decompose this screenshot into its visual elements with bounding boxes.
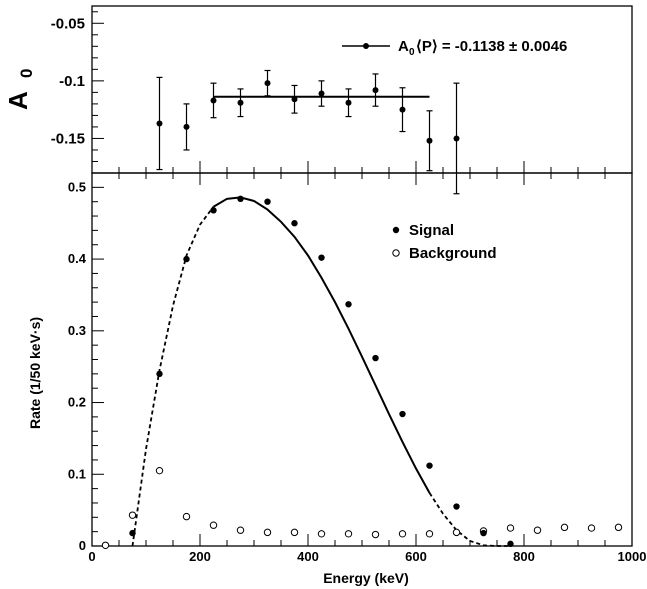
background-point	[128, 511, 137, 519]
top-legend-text: ⟨P⟩ = -0.1138 ± 0.0046	[416, 38, 567, 55]
bottom-y-tick-label: 0.5	[68, 179, 86, 194]
signal-point	[183, 255, 190, 263]
fit-curve-dashed-right	[428, 492, 511, 547]
x-tick-label: 400	[297, 549, 319, 564]
signal-point	[507, 540, 514, 548]
background-point	[587, 524, 596, 532]
asymmetry-point	[426, 137, 433, 144]
top-y-axis-label: A 0	[3, 69, 36, 110]
background-point	[155, 466, 164, 475]
signal-point	[291, 220, 298, 227]
signal-point	[264, 198, 271, 205]
asymmetry-point	[156, 120, 163, 127]
background-point	[317, 530, 326, 538]
top-data-points	[156, 69, 460, 195]
x-tick-label: 1000	[618, 549, 647, 564]
background-point	[290, 528, 299, 537]
x-tick-label: 800	[513, 549, 535, 564]
background-point	[101, 541, 110, 549]
signal-point	[453, 503, 460, 510]
x-tick-label: 600	[405, 549, 427, 564]
top-ylabel-main: A	[3, 91, 33, 110]
top-y-tick-label: -0.05	[51, 15, 85, 32]
signal-point	[426, 462, 433, 469]
top-ylabel-subscript: 0	[17, 69, 36, 78]
signal-point	[345, 301, 352, 308]
top-y-tick-label: -0.15	[51, 130, 85, 147]
top-y-tick-labels: -0.05 -0.1 -0.15	[51, 15, 85, 147]
background-point	[371, 530, 380, 539]
signal-point	[129, 529, 136, 537]
bottom-y-tick-label: 0.1	[68, 466, 86, 481]
x-tick-label: 0	[88, 549, 95, 564]
background-point	[263, 528, 272, 537]
asymmetry-point	[210, 97, 217, 104]
background-point	[452, 528, 461, 537]
legend-signal-marker	[392, 226, 400, 234]
bottom-panel-frame	[91, 172, 633, 547]
background-point	[209, 521, 218, 529]
asymmetry-point	[264, 80, 271, 87]
background-point	[614, 523, 623, 532]
signal-point	[399, 410, 406, 418]
asymmetry-point	[453, 135, 460, 142]
bottom-y-tick-label: 0.2	[68, 395, 86, 410]
signal-point	[237, 195, 244, 203]
bottom-legend: Signal Background	[392, 222, 497, 262]
signal-point	[156, 370, 163, 378]
signal-point	[318, 254, 325, 261]
signal-point	[480, 529, 487, 537]
asymmetry-point	[399, 106, 406, 113]
signal-points	[129, 195, 514, 548]
signal-point	[210, 207, 217, 214]
background-point	[533, 526, 542, 534]
top-legend-prefix: A	[398, 38, 409, 55]
legend-signal-label: Signal	[409, 222, 454, 239]
signal-fit-curve	[131, 196, 511, 547]
bottom-x-axis-label: Energy (keV)	[323, 570, 409, 586]
background-point	[560, 523, 569, 532]
asymmetry-point	[291, 96, 298, 103]
top-legend-subscript: 0	[409, 47, 415, 58]
asymmetry-point	[372, 87, 379, 94]
asymmetry-point	[345, 99, 352, 106]
background-point	[344, 530, 353, 538]
asymmetry-point	[237, 99, 244, 106]
top-legend: A 0 ⟨P⟩ = -0.1138 ± 0.0046	[342, 38, 567, 58]
asymmetry-point	[318, 90, 325, 97]
background-point	[182, 512, 191, 521]
asymmetry-point	[183, 123, 190, 130]
legend-background-label: Background	[409, 245, 497, 262]
background-point	[398, 530, 407, 538]
top-panel-frame	[91, 5, 633, 174]
bottom-y-tick-label: 0.3	[68, 323, 86, 338]
top-legend-marker	[363, 43, 369, 49]
background-points	[101, 466, 623, 549]
bottom-x-tick-labels: 0 200 400 600 800 1000	[88, 549, 646, 564]
fit-curve-dashed-left	[131, 206, 215, 547]
background-point	[506, 524, 515, 532]
bottom-tick-marks	[91, 11, 633, 547]
signal-point	[372, 354, 379, 362]
background-point	[236, 526, 245, 534]
bottom-y-axis-label: Rate (1/50 keV·s)	[27, 317, 43, 429]
background-point	[425, 530, 434, 538]
fit-curve-solid	[212, 196, 431, 494]
bottom-y-tick-label: 0	[79, 538, 86, 553]
panel-frames	[91, 5, 633, 547]
bottom-y-tick-label: 0.4	[68, 251, 87, 266]
top-y-tick-label: -0.1	[59, 73, 85, 90]
x-tick-label: 200	[189, 549, 211, 564]
bottom-y-tick-labels: 0 0.1 0.2 0.3 0.4 0.5	[68, 179, 87, 553]
legend-background-marker	[392, 249, 400, 257]
